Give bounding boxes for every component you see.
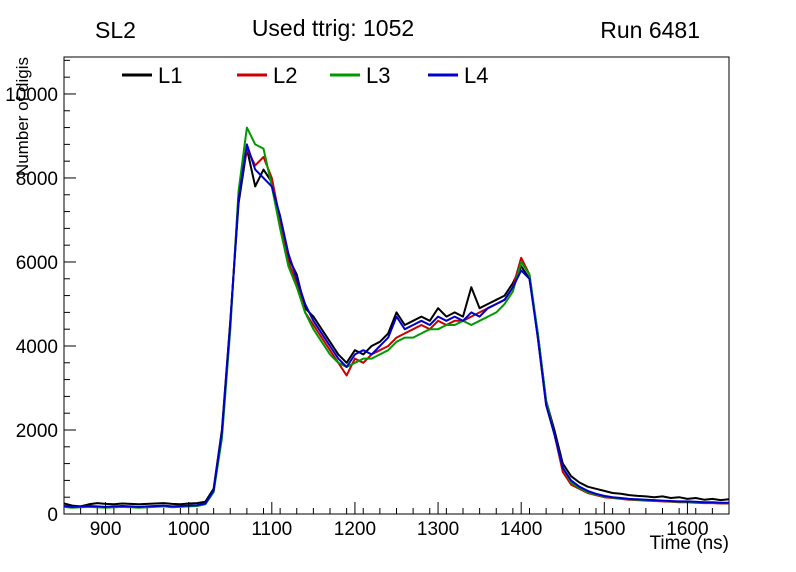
- y-tick-label-6000: 6000: [16, 253, 58, 274]
- y-axis-title: Number of digis: [13, 57, 32, 176]
- plot-frame: [63, 56, 730, 515]
- x-tick-label-1000: 1000: [168, 519, 210, 540]
- series-line-L1: [64, 147, 729, 508]
- x-axis-title: Time (ns): [649, 533, 729, 554]
- y-tick-label-4000: 4000: [16, 337, 58, 358]
- ticks-layer: [64, 59, 713, 515]
- legend-label-L4: L4: [464, 63, 488, 88]
- legend-label-L2: L2: [273, 63, 297, 88]
- tick-labels-layer: 900 1000 1100 1200 1300 1400 1500 1600 0 2000 4000…: [5, 85, 708, 540]
- y-tick-label-10000: 10000: [5, 85, 58, 106]
- y-tick-label-0: 0: [47, 505, 58, 526]
- pad-title-right: Run 6481: [600, 17, 700, 43]
- x-tick-label-900: 900: [90, 519, 122, 540]
- series-line-L4: [64, 143, 729, 508]
- x-tick-label-1200: 1200: [334, 519, 376, 540]
- legend: L1 L2 L3 L4: [122, 63, 488, 88]
- y-tick-label-8000: 8000: [16, 169, 58, 190]
- x-tick-label-1400: 1400: [500, 519, 542, 540]
- series-layer: [64, 126, 729, 509]
- legend-label-L3: L3: [366, 63, 390, 88]
- x-tick-label-1300: 1300: [417, 519, 459, 540]
- pad-title-left: SL2: [95, 17, 136, 43]
- x-tick-label-1100: 1100: [251, 519, 292, 540]
- series-line-L2: [64, 147, 729, 509]
- legend-label-L1: L1: [158, 63, 182, 88]
- x-tick-label-1500: 1500: [583, 519, 625, 540]
- pad-title-center: Used ttrig: 1052: [252, 15, 414, 41]
- x-tick-label-1600: 1600: [666, 519, 708, 540]
- y-tick-label-2000: 2000: [16, 421, 58, 442]
